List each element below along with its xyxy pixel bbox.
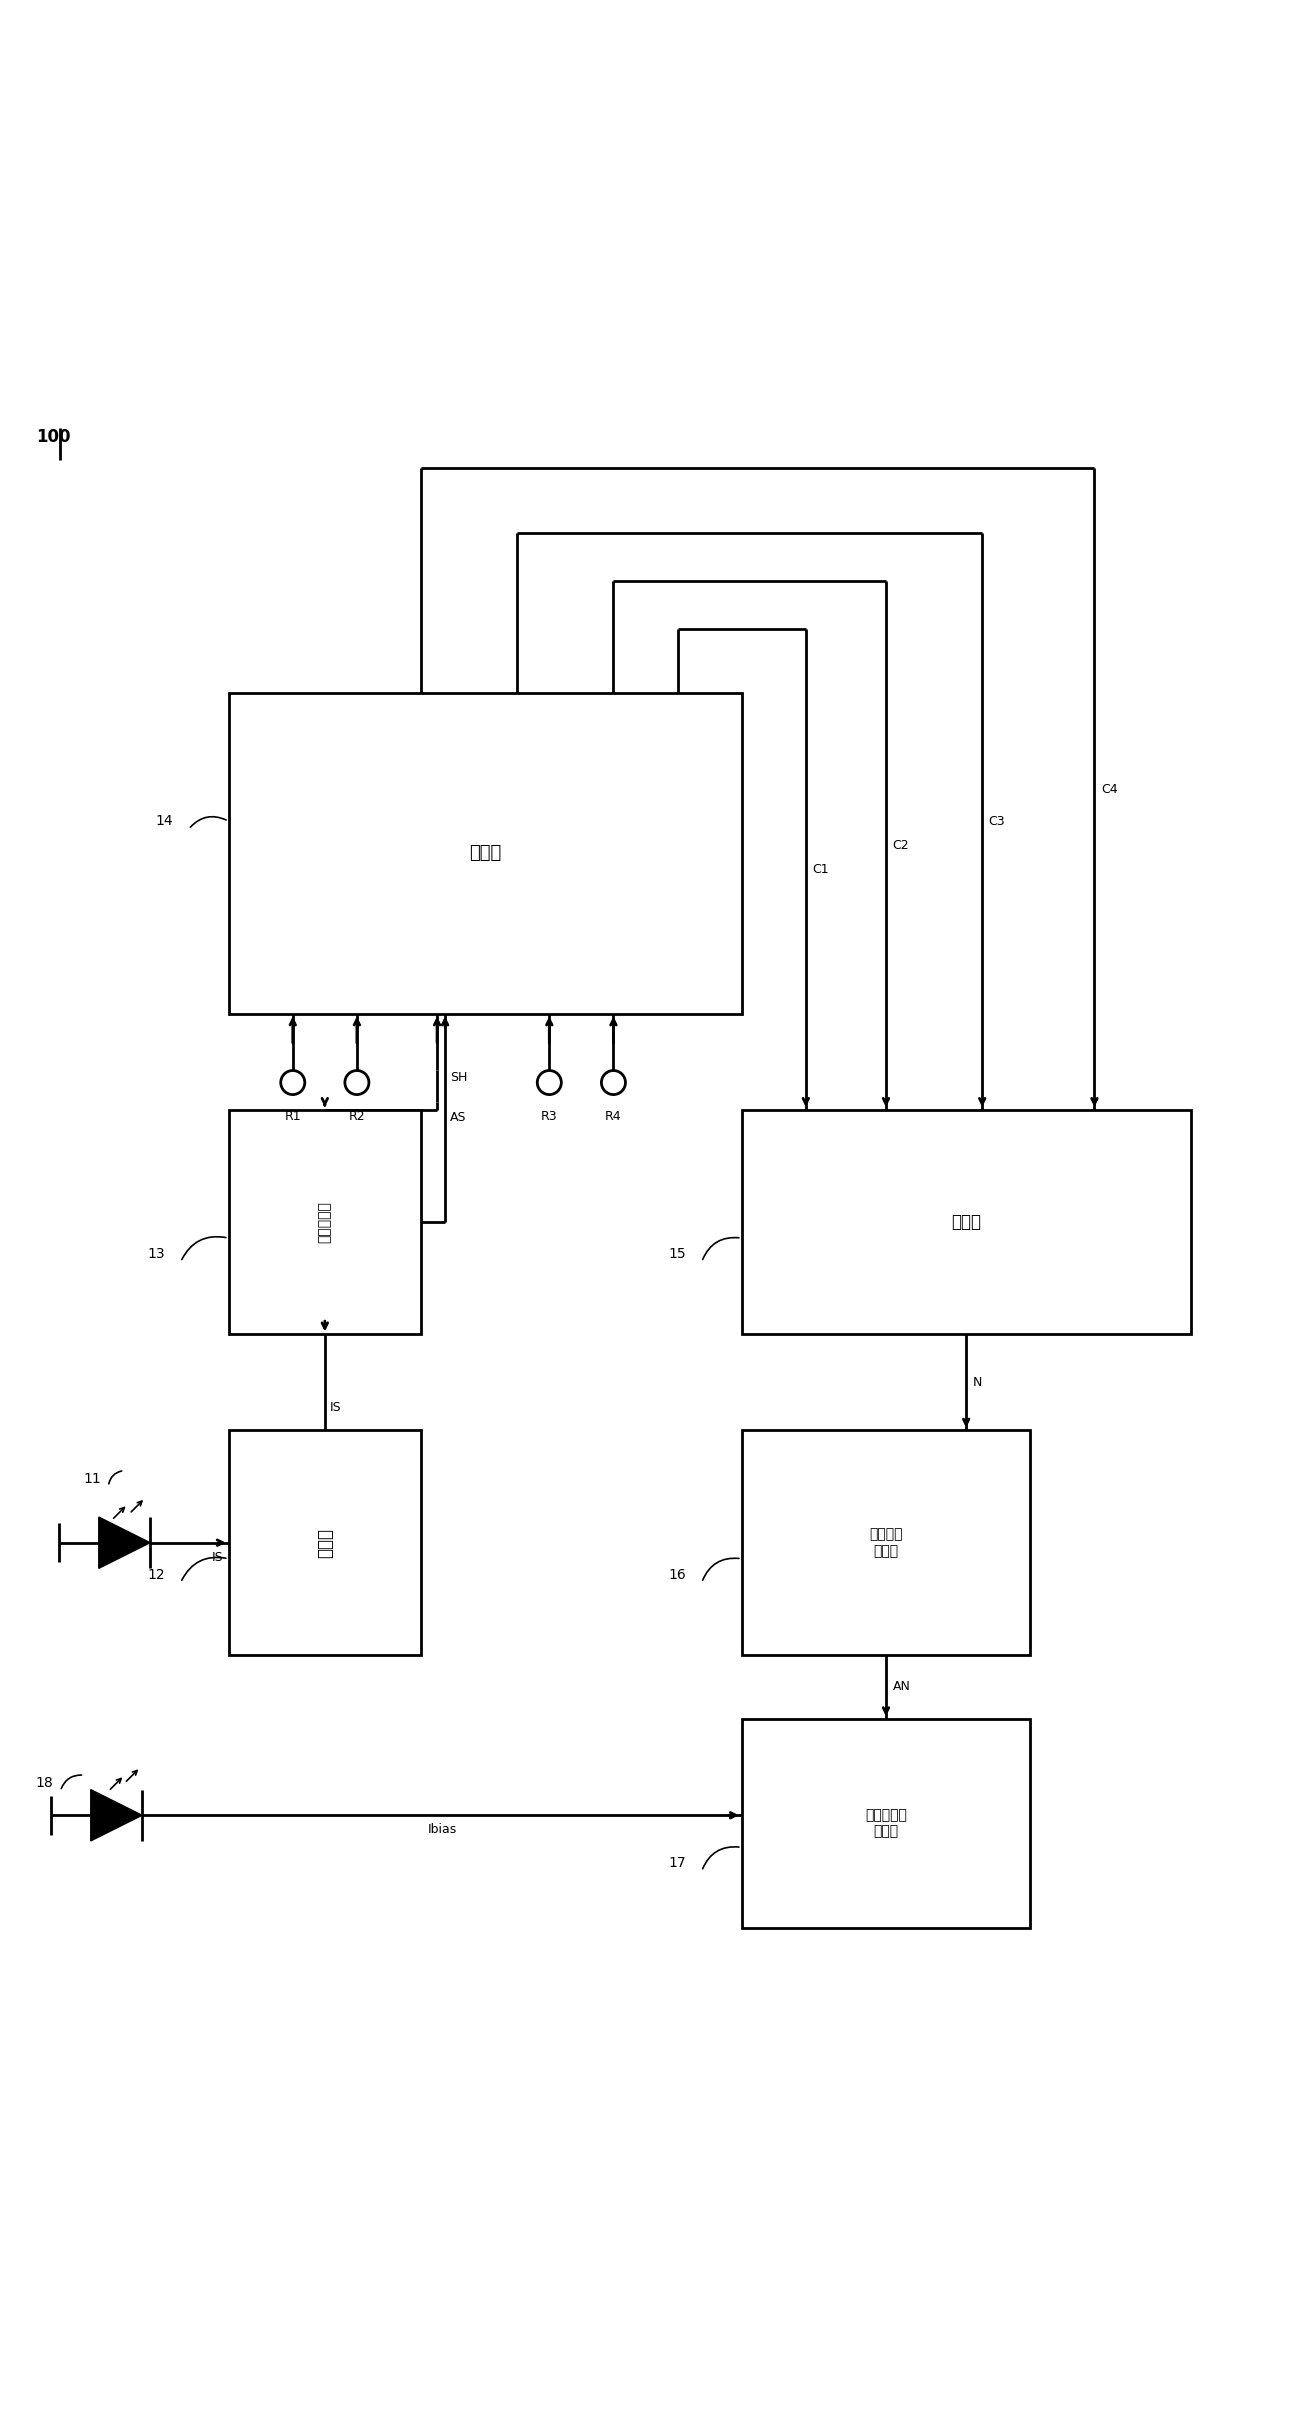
Text: IS: IS: [212, 1551, 223, 1563]
Polygon shape: [90, 1790, 142, 1840]
Bar: [229, 692, 742, 1013]
Text: AS: AS: [449, 1112, 466, 1124]
Text: 15: 15: [669, 1247, 687, 1261]
Text: 放大器: 放大器: [316, 1527, 334, 1558]
Polygon shape: [99, 1517, 150, 1568]
Text: 100: 100: [36, 429, 71, 446]
Text: 计数器: 计数器: [951, 1213, 981, 1230]
Text: 12: 12: [147, 1568, 165, 1582]
Text: R1: R1: [284, 1110, 301, 1124]
Text: C2: C2: [892, 839, 909, 851]
Text: R3: R3: [541, 1110, 558, 1124]
Text: 11: 11: [84, 1471, 101, 1486]
Text: IS: IS: [329, 1401, 341, 1413]
Text: C4: C4: [1101, 781, 1118, 796]
Text: N: N: [972, 1375, 982, 1389]
Bar: [742, 1430, 1030, 1655]
Bar: [742, 1720, 1030, 1927]
Bar: [229, 1430, 421, 1655]
Text: C3: C3: [989, 815, 1006, 827]
Text: 17: 17: [669, 1857, 687, 1869]
Text: 数字模拟
转据器: 数字模拟 转据器: [869, 1527, 902, 1558]
Text: C1: C1: [812, 863, 829, 876]
Text: Ibias: Ibias: [427, 1823, 457, 1836]
Text: 取样保持器: 取样保持器: [318, 1201, 332, 1242]
Text: 14: 14: [156, 815, 173, 827]
Text: AN: AN: [892, 1681, 910, 1693]
Text: SH: SH: [449, 1071, 467, 1085]
Text: R2: R2: [349, 1110, 365, 1124]
Text: 18: 18: [35, 1775, 53, 1790]
Text: 比较器: 比较器: [469, 844, 501, 861]
Bar: [742, 1110, 1190, 1334]
Text: 13: 13: [147, 1247, 165, 1261]
Text: 16: 16: [669, 1568, 687, 1582]
Text: R4: R4: [605, 1110, 622, 1124]
Bar: [229, 1110, 421, 1334]
Text: 激光二极管
驱动器: 激光二极管 驱动器: [865, 1809, 908, 1838]
